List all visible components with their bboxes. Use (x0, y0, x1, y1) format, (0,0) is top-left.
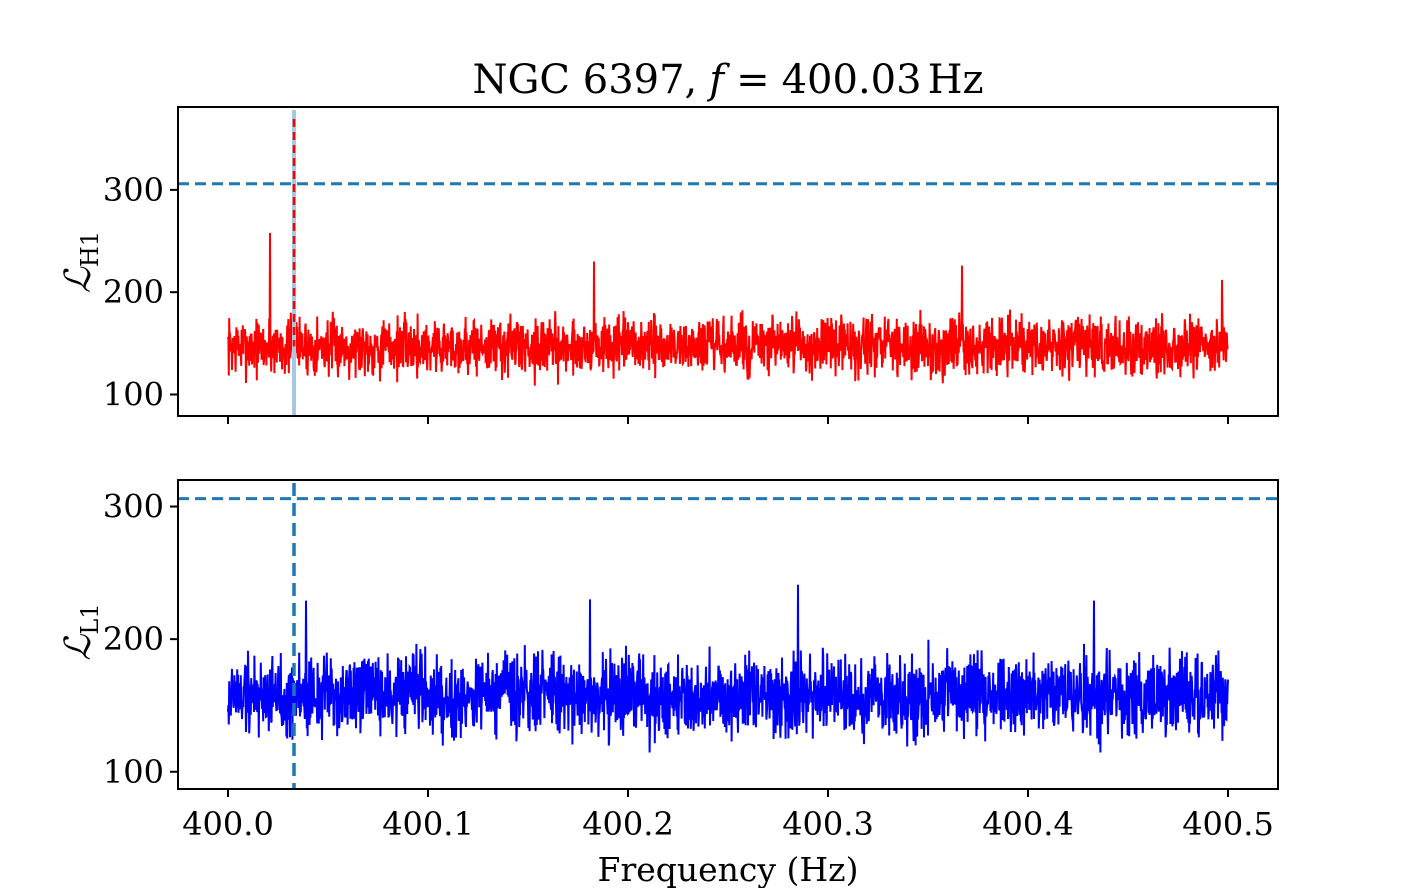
l1-axes-frame (177, 479, 1279, 790)
h1-y-axis-label: ℒH1 (58, 231, 104, 293)
l1-plot-area (178, 483, 1278, 789)
l1-x-tick-label: 400.0 (182, 805, 274, 843)
l1-y-axis-label: ℒL1 (58, 603, 104, 660)
l1-panel: 100 200 300 400.0 400.1 400.2 400.3 400.4 400.5… (58, 479, 1279, 888)
h1-y-tick-label: 300 (103, 171, 164, 209)
title-unit: Hz (928, 57, 984, 103)
l1-y-tick-label: 100 (103, 753, 164, 791)
h1-series-line (227, 116, 1229, 386)
l1-y-label-sub: L1 (76, 603, 104, 634)
h1-y-tick-label: 200 (103, 273, 164, 311)
title-value: 400.03 (782, 57, 922, 103)
l1-x-tick-label: 400.3 (782, 805, 874, 843)
h1-axes-frame (177, 106, 1279, 417)
chart-title: NGC 6397, f = 400.03 Hz (472, 57, 983, 103)
title-equals: = (736, 57, 770, 103)
h1-panel: 100 200 300 ℒH1 (58, 106, 1279, 424)
l1-x-tick-label: 400.4 (982, 805, 1074, 843)
x-axis-label: Frequency (Hz) (598, 850, 859, 888)
h1-y-label-sub: H1 (76, 231, 104, 267)
l1-y-ticks: 100 200 300 (103, 488, 178, 791)
l1-x-tick-label: 400.2 (582, 805, 674, 843)
title-name: NGC 6397, (472, 57, 697, 103)
h1-plot-area (178, 110, 1278, 416)
l1-x-tick-label: 400.5 (1182, 805, 1274, 843)
l1-x-tick-label: 400.1 (382, 805, 474, 843)
h1-y-label-main: ℒ (58, 266, 99, 293)
h1-x-ticks (227, 416, 1229, 424)
l1-y-label-main: ℒ (58, 634, 99, 661)
h1-y-ticks: 100 200 300 (103, 171, 178, 414)
title-variable: f (706, 57, 730, 103)
l1-y-tick-label: 300 (103, 488, 164, 526)
l1-x-ticks: 400.0 400.1 400.2 400.3 400.4 400.5 (182, 789, 1274, 843)
l1-series-line (227, 584, 1229, 753)
l1-y-tick-label: 200 (103, 620, 164, 658)
h1-y-tick-label: 100 (103, 376, 164, 414)
